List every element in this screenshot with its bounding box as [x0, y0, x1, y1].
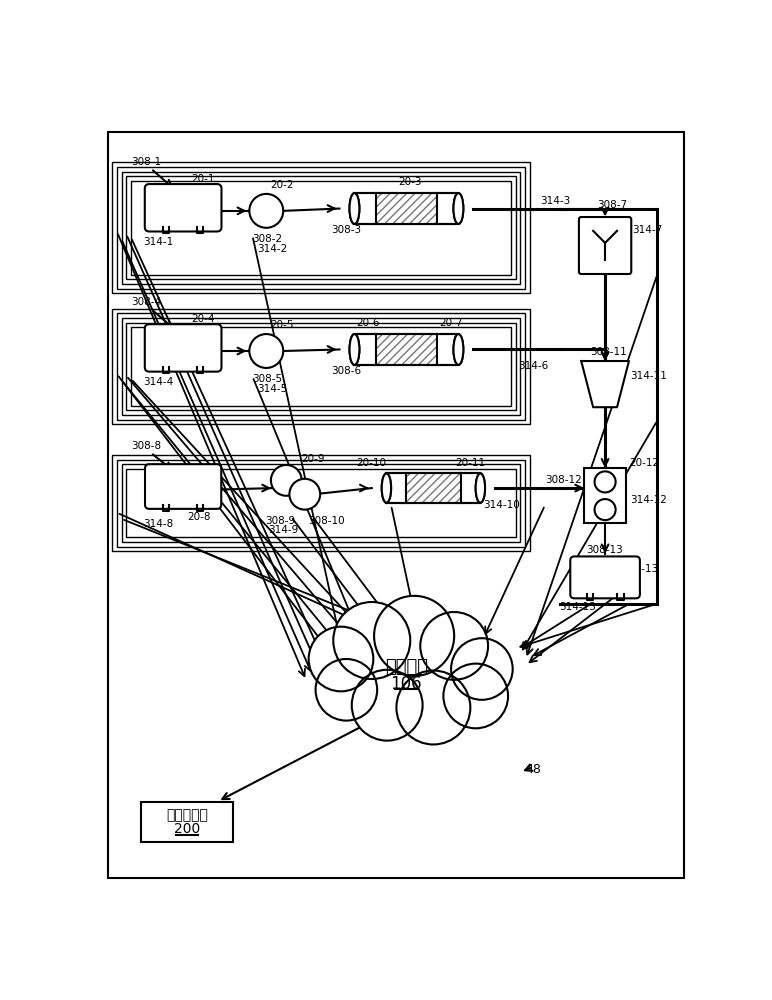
Circle shape: [396, 671, 470, 744]
Ellipse shape: [381, 473, 391, 503]
Text: 314-3: 314-3: [540, 196, 571, 206]
Ellipse shape: [453, 193, 463, 224]
Text: 308-13: 308-13: [586, 545, 622, 555]
Text: 20-3: 20-3: [398, 177, 422, 187]
Bar: [121, 318, 520, 415]
Text: 314-1: 314-1: [143, 237, 174, 247]
Ellipse shape: [453, 334, 463, 365]
FancyBboxPatch shape: [145, 324, 222, 372]
Circle shape: [334, 602, 410, 679]
Text: 314-13: 314-13: [559, 602, 596, 612]
Bar: [112, 455, 530, 551]
Bar: [112, 309, 530, 424]
Bar: [126, 469, 516, 537]
Text: 308-8: 308-8: [130, 441, 161, 451]
Text: 20-10: 20-10: [357, 458, 386, 468]
Bar: [121, 172, 520, 284]
Text: 20-8: 20-8: [187, 512, 211, 522]
Circle shape: [374, 596, 454, 676]
Ellipse shape: [476, 473, 485, 503]
Text: 20-5: 20-5: [270, 320, 293, 330]
Text: 20-6: 20-6: [357, 318, 380, 328]
Text: 314-7: 314-7: [632, 225, 662, 235]
Ellipse shape: [381, 473, 391, 503]
Text: 314-6: 314-6: [518, 361, 548, 371]
Circle shape: [316, 659, 378, 721]
Text: 308-2: 308-2: [252, 234, 283, 244]
Text: 308-4: 308-4: [130, 297, 161, 307]
Text: 308-5: 308-5: [252, 374, 283, 384]
FancyBboxPatch shape: [579, 217, 631, 274]
Text: 308-1: 308-1: [130, 157, 161, 167]
Circle shape: [249, 194, 283, 228]
Bar: [126, 323, 516, 410]
Ellipse shape: [476, 473, 485, 503]
Bar: [376, 193, 437, 224]
Text: 314-10: 314-10: [483, 500, 520, 510]
Circle shape: [352, 670, 422, 741]
Text: 314-12: 314-12: [630, 495, 666, 505]
Text: 通信网络: 通信网络: [385, 658, 428, 676]
Text: 200: 200: [174, 822, 200, 836]
Text: 20-12: 20-12: [630, 458, 660, 468]
Text: 20-13: 20-13: [628, 564, 659, 574]
Bar: [406, 473, 461, 503]
Ellipse shape: [350, 334, 360, 365]
Text: 314-5: 314-5: [257, 384, 287, 394]
Text: 106: 106: [391, 675, 422, 693]
Text: 314-8: 314-8: [143, 519, 174, 529]
Text: 314-4: 314-4: [143, 377, 174, 387]
Bar: [130, 181, 511, 275]
Text: 308-6: 308-6: [331, 366, 361, 376]
FancyBboxPatch shape: [145, 184, 222, 231]
Bar: [387, 473, 480, 503]
Text: 20-1: 20-1: [191, 174, 215, 184]
Bar: [354, 193, 459, 224]
Bar: [117, 460, 525, 547]
Bar: [112, 162, 530, 293]
Bar: [376, 334, 437, 365]
Circle shape: [290, 479, 320, 510]
Bar: [584, 468, 626, 523]
Ellipse shape: [453, 334, 463, 365]
Ellipse shape: [350, 193, 360, 224]
Text: 308-10: 308-10: [309, 516, 345, 526]
Text: 308-11: 308-11: [590, 347, 626, 357]
Ellipse shape: [350, 334, 360, 365]
Text: 20-11: 20-11: [455, 458, 485, 468]
Text: 314-9: 314-9: [268, 525, 298, 535]
Circle shape: [443, 664, 508, 728]
Bar: [354, 334, 459, 365]
FancyBboxPatch shape: [145, 464, 222, 509]
Bar: [121, 464, 520, 542]
Bar: [126, 176, 516, 279]
Circle shape: [451, 638, 513, 700]
Text: 308-7: 308-7: [598, 200, 628, 210]
Bar: [117, 313, 525, 420]
Circle shape: [357, 623, 441, 708]
Text: 308-9: 308-9: [265, 516, 295, 526]
Text: 计算机系统: 计算机系统: [166, 808, 208, 822]
Circle shape: [420, 612, 488, 680]
Text: 314-11: 314-11: [631, 371, 667, 381]
FancyBboxPatch shape: [571, 556, 640, 598]
Circle shape: [249, 334, 283, 368]
Text: 20-9: 20-9: [301, 454, 324, 464]
Bar: [141, 802, 233, 842]
Polygon shape: [581, 361, 629, 407]
Text: 20-7: 20-7: [438, 318, 462, 328]
Text: 20-2: 20-2: [270, 180, 293, 190]
Bar: [117, 167, 525, 289]
Ellipse shape: [350, 193, 360, 224]
Circle shape: [271, 465, 302, 496]
Text: 314-2: 314-2: [257, 244, 287, 254]
Circle shape: [309, 627, 374, 691]
Text: 308-3: 308-3: [331, 225, 361, 235]
Bar: [130, 327, 511, 406]
Ellipse shape: [453, 193, 463, 224]
Text: 20-4: 20-4: [191, 314, 215, 324]
Text: 308-12: 308-12: [545, 475, 582, 485]
Text: 48: 48: [526, 763, 542, 776]
